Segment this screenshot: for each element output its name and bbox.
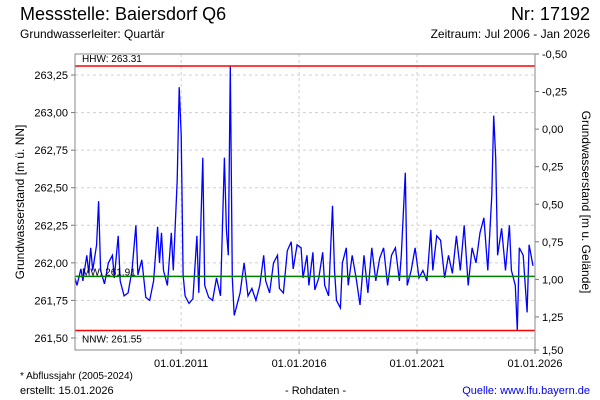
y-tick-label: 261,50: [34, 333, 68, 345]
y2-tick-label: 1,00: [542, 274, 563, 286]
plot-frame: [74, 53, 536, 351]
y-tick-label: 262,75: [34, 145, 68, 157]
y2-tick-label: 0,00: [542, 124, 563, 136]
y2-tick-label: 0,75: [542, 237, 563, 249]
y2-tick-label: 0,25: [542, 162, 563, 174]
y2-tick-label: 1,25: [542, 312, 563, 324]
y-tick-label: 261,75: [34, 295, 68, 307]
created-date: erstellt: 15.01.2026: [20, 385, 114, 397]
x-tick-label: 01.01.2011: [154, 358, 208, 370]
groundwater-series-line: [74, 65, 534, 331]
y-axis-label: Grundwasserstand [m ü. NN]: [13, 125, 27, 280]
page-title: Messstelle: Baiersdorf Q6: [20, 4, 227, 24]
y2-axis-label: Grundwasserstand [m u. Gelände]: [579, 111, 593, 294]
y-tick-label: 263,25: [34, 70, 68, 82]
x-tick-label: 01.01.2016: [272, 358, 327, 370]
aquifer-label: Grundwasserleiter: Quartär: [20, 27, 165, 41]
y2-tick-label: 0,50: [542, 199, 563, 211]
reference-label: MW: 261.91: [82, 267, 136, 278]
footnote: * Abflussjahr (2005-2024): [20, 371, 133, 382]
source-link[interactable]: Quelle: www.lfu.bayern.de: [462, 385, 590, 397]
y2-tick-label: 1,50: [542, 345, 563, 357]
reference-label: NNW: 261.55: [82, 334, 142, 345]
station-number: Nr: 17192: [510, 4, 590, 24]
y-tick-label: 263,00: [34, 108, 68, 120]
y-tick-label: 262,50: [34, 183, 68, 195]
period-label: Zeitraum: Jul 2006 - Jan 2026: [430, 27, 590, 41]
x-tick-label: 01.01.2021: [390, 358, 445, 370]
data-type-label: - Rohdaten -: [285, 385, 347, 397]
x-tick-label: 01.01.2026: [507, 358, 562, 370]
y-tick-label: 262,25: [34, 220, 68, 232]
y-tick-label: 262,00: [34, 258, 68, 270]
y2-tick-label: -0,50: [542, 49, 567, 61]
y2-tick-label: -0,25: [542, 87, 567, 99]
reference-label: HHW: 263.31: [82, 54, 142, 65]
